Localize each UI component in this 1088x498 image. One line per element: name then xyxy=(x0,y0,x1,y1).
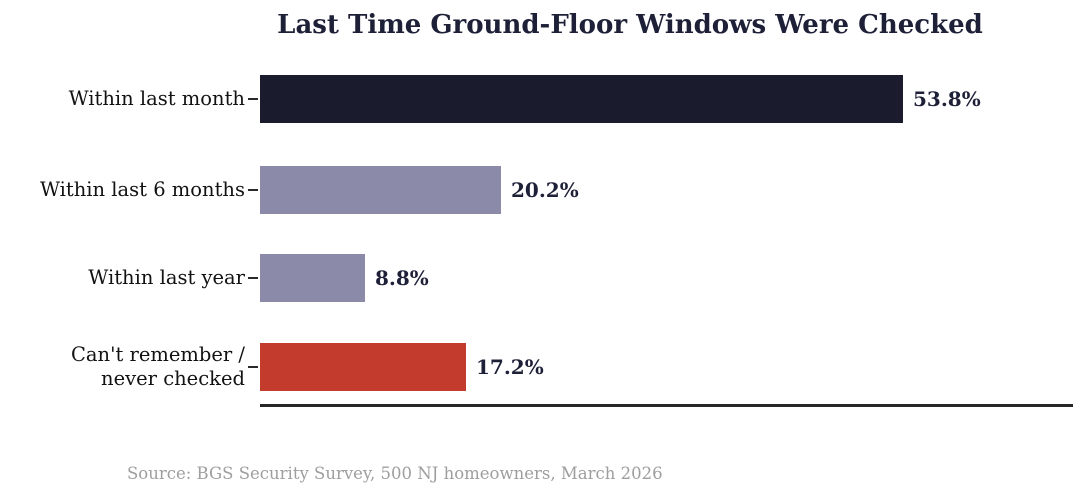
y-axis-tick xyxy=(248,277,258,279)
value-label: 17.2% xyxy=(476,355,544,379)
chart-title: Last Time Ground-Floor Windows Were Chec… xyxy=(277,10,983,40)
y-axis-tick xyxy=(248,98,258,100)
bar-row: Within last year 8.8% xyxy=(0,254,1088,302)
value-label: 8.8% xyxy=(375,266,429,290)
bar xyxy=(260,343,466,391)
category-label: Within last year xyxy=(88,265,245,289)
bar-row: Within last month 53.8% xyxy=(0,75,1088,123)
category-label: Within last 6 months xyxy=(39,177,245,201)
bar xyxy=(260,254,365,302)
source-note: Source: BGS Security Survey, 500 NJ home… xyxy=(127,464,663,483)
bar xyxy=(260,75,903,123)
category-label: Within last month xyxy=(68,86,245,110)
bar-row: Can't remember / never checked 17.2% xyxy=(0,343,1088,391)
y-axis-tick xyxy=(248,189,258,191)
x-axis-spine xyxy=(260,404,1073,407)
value-label: 53.8% xyxy=(913,87,981,111)
value-label: 20.2% xyxy=(511,178,579,202)
y-axis-tick xyxy=(248,366,258,368)
bar xyxy=(260,166,501,214)
category-label: Can't remember / never checked xyxy=(71,342,245,390)
bar-row: Within last 6 months 20.2% xyxy=(0,166,1088,214)
